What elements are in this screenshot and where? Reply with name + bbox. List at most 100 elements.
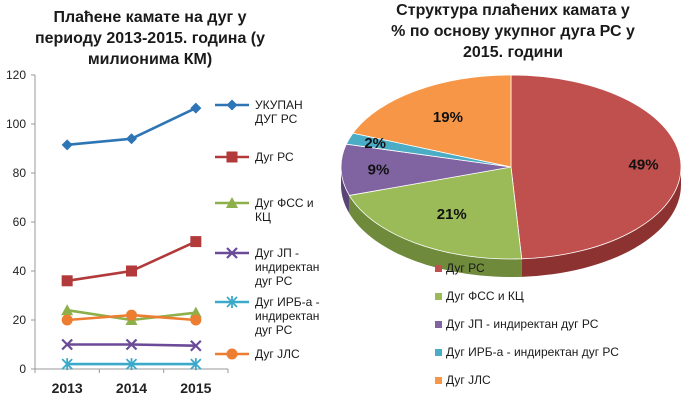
legend-label: Дуг ФСС и КЦ bbox=[446, 289, 524, 303]
pie-chart-title-line-2: % по основу укупног дуга РС у bbox=[391, 23, 635, 40]
legend-swatch bbox=[435, 321, 442, 328]
legend-label: ДУГ РС bbox=[255, 112, 298, 126]
pie-side-wall-3 bbox=[341, 167, 350, 214]
pie-chart-title-line-3: 2015. години bbox=[463, 44, 563, 61]
pie-side-wall-2 bbox=[349, 195, 522, 277]
pie-side-walls bbox=[341, 167, 681, 277]
legend-label: индиректан bbox=[255, 260, 319, 274]
legend-marker bbox=[226, 151, 238, 163]
legend-swatch bbox=[435, 293, 442, 300]
legend-label: дуг РС bbox=[255, 323, 293, 337]
pie-slice-1 bbox=[510, 74, 682, 260]
legend-swatch bbox=[435, 349, 442, 356]
series-point bbox=[61, 338, 73, 351]
pie-data-label: 9% bbox=[368, 161, 390, 178]
line-chart-series bbox=[61, 102, 202, 371]
line-chart-title-line-2: периоду 2013-2015. година (у bbox=[35, 30, 265, 47]
y-tick-label: 60 bbox=[13, 215, 27, 229]
legend-item-6: Дуг ЈЛС bbox=[215, 347, 300, 361]
legend-label: Дуг ЈП - bbox=[255, 246, 299, 260]
pie-data-label: 2% bbox=[364, 135, 386, 152]
series-5 bbox=[61, 358, 202, 371]
pie-data-label: 49% bbox=[629, 157, 659, 174]
x-tick-label: 2014 bbox=[116, 380, 147, 396]
legend-marker bbox=[226, 99, 238, 111]
legend-label: индиректан bbox=[255, 309, 319, 323]
series-2 bbox=[61, 236, 202, 287]
marker-stroke bbox=[125, 338, 138, 351]
marker-stroke bbox=[226, 247, 238, 259]
legend-swatch bbox=[435, 377, 442, 384]
legend-label: КЦ bbox=[255, 210, 271, 224]
y-tick-label: 80 bbox=[13, 166, 27, 180]
series-4 bbox=[61, 338, 202, 352]
legend-item-2: Дуг РС bbox=[215, 150, 294, 164]
legend-marker bbox=[226, 197, 238, 208]
pie-slices bbox=[340, 74, 682, 277]
legend-label: дуг РС bbox=[255, 274, 293, 288]
line-chart-title-line-1: Плаћене камате на дуг у bbox=[53, 9, 246, 26]
pie-legend-item-5: Дуг ЈЛС bbox=[435, 373, 491, 387]
legend-label: Дуг ЈП - индиректан дуг РС bbox=[446, 317, 599, 331]
series-point bbox=[61, 139, 73, 151]
y-tick-label: 20 bbox=[13, 313, 27, 327]
y-tick-label: 0 bbox=[19, 362, 26, 376]
pie-legend-item-1: Дуг РС bbox=[435, 261, 485, 275]
series-point bbox=[61, 304, 74, 316]
series-point bbox=[190, 314, 202, 326]
y-tick-label: 40 bbox=[13, 264, 27, 278]
marker-stroke bbox=[190, 339, 202, 352]
legend-marker bbox=[226, 296, 238, 308]
pie-data-label: 19% bbox=[433, 109, 463, 126]
pie-chart: Структура плаћених камата у % по основу … bbox=[340, 2, 682, 387]
series-point bbox=[190, 358, 202, 371]
line-chart: Плаћене камате на дуг у периоду 2013-201… bbox=[6, 9, 320, 396]
pie-legend-item-4: Дуг ИРБ-а - индиректан дуг РС bbox=[435, 345, 619, 359]
legend-label: Дуг РС bbox=[446, 261, 485, 275]
line-chart-title-line-3: милионима КМ) bbox=[88, 51, 212, 68]
pie-slice-2 bbox=[348, 166, 523, 260]
pie-chart-legend: Дуг РС Дуг ФСС и КЦ Дуг ЈП - индиректан ду… bbox=[435, 261, 619, 387]
series-point bbox=[190, 236, 202, 248]
legend-label: Дуг ИРБ-а - индиректан дуг РС bbox=[446, 345, 619, 359]
legend-item-3: Дуг ФСС иКЦ bbox=[215, 196, 314, 224]
x-tick-label: 2013 bbox=[52, 380, 83, 396]
series-point bbox=[189, 306, 202, 318]
series-point bbox=[125, 358, 138, 371]
series-point bbox=[61, 314, 73, 326]
pie-slice-5 bbox=[352, 74, 512, 168]
legend-marker bbox=[226, 348, 238, 360]
legend-marker bbox=[226, 247, 238, 259]
series-point bbox=[125, 338, 138, 351]
series-1 bbox=[61, 102, 202, 151]
series-point bbox=[190, 339, 202, 352]
pie-side-wall-1 bbox=[521, 167, 681, 277]
pie-legend-item-3: Дуг ЈП - индиректан дуг РС bbox=[435, 317, 599, 331]
series-point bbox=[126, 309, 137, 321]
legend-swatch bbox=[435, 265, 442, 272]
series-6 bbox=[61, 309, 202, 326]
pie-slice-3 bbox=[340, 143, 512, 196]
pie-data-label: 21% bbox=[437, 206, 467, 223]
legend-label: Дуг ЈЛС bbox=[255, 347, 300, 361]
x-tick-label: 2015 bbox=[180, 380, 211, 396]
pie-legend-item-2: Дуг ФСС и КЦ bbox=[435, 289, 524, 303]
y-tick-label: 120 bbox=[6, 68, 26, 82]
legend-label: Дуг РС bbox=[255, 150, 294, 164]
series-point bbox=[61, 358, 73, 371]
legend-label: Дуг ЈЛС bbox=[446, 373, 491, 387]
series-point bbox=[61, 275, 73, 287]
marker-stroke bbox=[61, 338, 73, 351]
legend-label: Дуг ИРБ-а - bbox=[255, 295, 320, 309]
pie-top bbox=[340, 74, 682, 260]
pie-chart-title-line-1: Структура плаћених камата у bbox=[396, 2, 630, 19]
series-point bbox=[126, 133, 137, 145]
series-point bbox=[126, 265, 137, 277]
line-chart-axes: 0 20 40 60 80 100 120 2013 2014 2015 bbox=[6, 68, 229, 396]
series-point bbox=[190, 102, 202, 114]
